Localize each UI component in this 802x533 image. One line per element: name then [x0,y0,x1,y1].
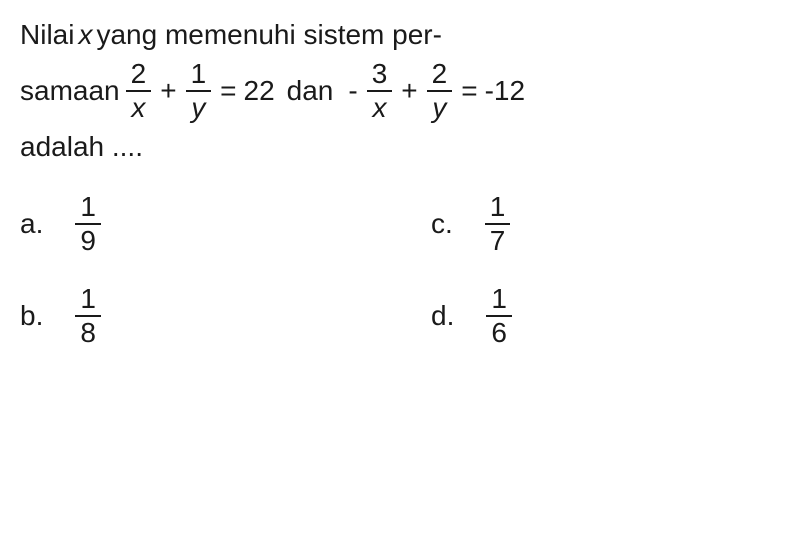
variable-x: x [78,10,92,60]
option-a: a. 1 9 [20,193,371,255]
text-line1-rest: yang memenuhi sistem per- [96,10,441,60]
eq1-fraction-2: 1 y [186,60,212,122]
eq2-fraction-1: 3 x [367,60,393,122]
question-block: Nilai x yang memenuhi sistem per- samaan… [20,10,782,173]
eq1-plus: + [160,66,176,116]
options-grid: a. 1 9 c. 1 7 b. 1 8 d. 1 6 [20,193,782,347]
option-a-fraction: 1 9 [75,193,101,255]
eq1-f2-den: y [186,92,210,122]
text-samaan: samaan [20,66,120,116]
option-d: d. 1 6 [431,285,782,347]
eq1-fraction-1: 2 x [126,60,152,122]
option-b-num: 1 [75,285,101,317]
eq2-rhs: -12 [485,66,525,116]
option-b: b. 1 8 [20,285,371,347]
eq1-f1-num: 2 [126,60,152,92]
option-a-num: 1 [75,193,101,225]
eq1-rhs: 22 [244,66,275,116]
text-nilai: Nilai [20,10,74,60]
eq2-f2-den: y [427,92,451,122]
option-c-fraction: 1 7 [485,193,511,255]
eq1-f1-den: x [126,92,150,122]
option-c-den: 7 [485,225,511,255]
eq2-plus: + [401,66,417,116]
eq2-f1-den: x [367,92,391,122]
eq2-fraction-2: 2 y [427,60,453,122]
text-dan: dan [287,66,334,116]
option-d-num: 1 [486,285,512,317]
option-a-letter: a. [20,208,43,240]
question-line-2: samaan 2 x + 1 y = 22 dan - 3 x + 2 y = … [20,60,782,122]
option-a-den: 9 [75,225,101,255]
option-c-num: 1 [485,193,511,225]
eq2-neg: - [348,66,357,116]
eq1-equals: = [220,66,236,116]
question-line-3: adalah .... [20,122,782,172]
option-b-den: 8 [75,317,101,347]
text-adalah: adalah .... [20,122,143,172]
question-line-1: Nilai x yang memenuhi sistem per- [20,10,782,60]
eq1-f2-num: 1 [186,60,212,92]
eq2-f1-num: 3 [367,60,393,92]
option-d-fraction: 1 6 [486,285,512,347]
option-d-den: 6 [486,317,512,347]
option-b-fraction: 1 8 [75,285,101,347]
option-b-letter: b. [20,300,43,332]
eq2-equals: = [461,66,477,116]
option-c: c. 1 7 [431,193,782,255]
eq2-f2-num: 2 [427,60,453,92]
option-d-letter: d. [431,300,454,332]
option-c-letter: c. [431,208,453,240]
